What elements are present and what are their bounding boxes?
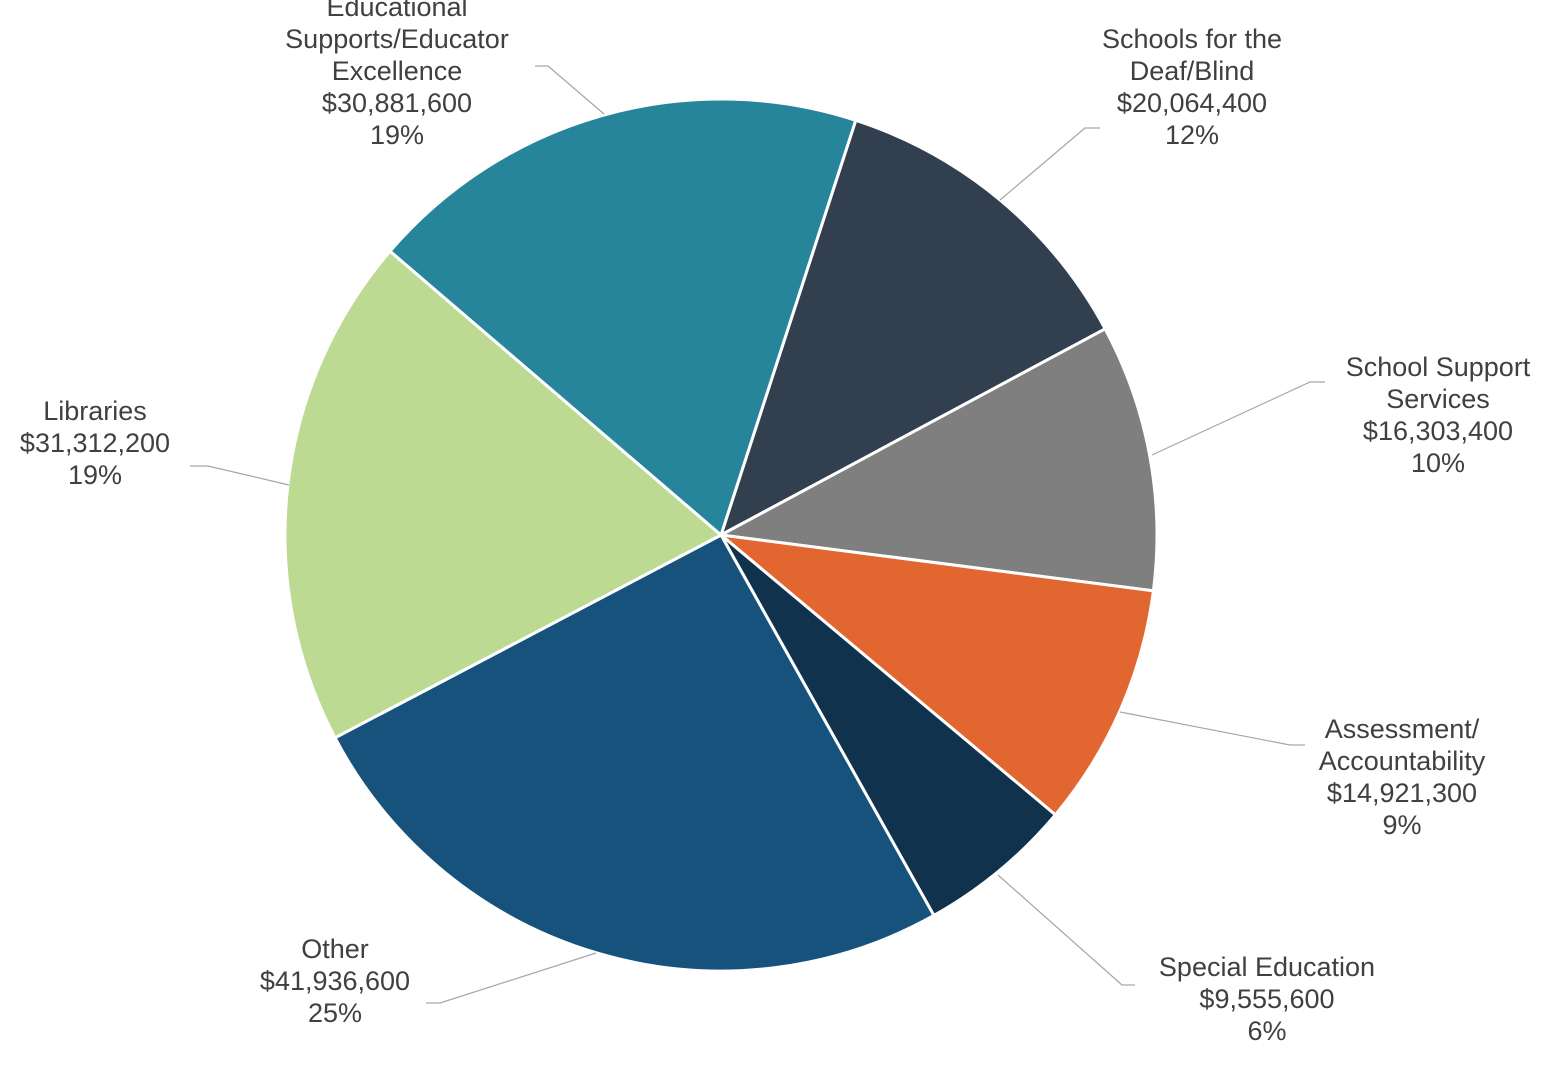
- slice-label-category: Special Education: [1159, 952, 1375, 982]
- pie-slices: [283, 97, 1159, 973]
- leader-line-school-support-services: [1151, 381, 1325, 456]
- pie-slice-libraries: [283, 249, 724, 740]
- slice-label-category: Deaf/Blind: [1130, 56, 1255, 86]
- leader-line-libraries: [190, 465, 290, 486]
- slice-label-percent: 9%: [1382, 810, 1421, 840]
- slice-label-category: Assessment/: [1325, 714, 1480, 744]
- slice-label-percent: 19%: [370, 120, 424, 150]
- slice-label-percent: 10%: [1411, 448, 1465, 478]
- slice-label-category: School Support: [1346, 352, 1531, 382]
- leader-line-special-education: [997, 874, 1135, 986]
- slice-label-schools-for-the-deaf-blind: Schools for the Deaf/Blind $20,064,400 12%: [1102, 24, 1282, 150]
- slice-label-school-support-services: School Support Services $16,303,400 10%: [1346, 352, 1531, 478]
- slice-label-value: $30,881,600: [322, 88, 472, 118]
- slice-label-category: Other: [301, 934, 369, 964]
- pie-slice-educational-supports-educator-excellence: [387, 97, 858, 538]
- pie-slice-assessment-accountability: [716, 532, 1156, 817]
- slice-label-category: Accountability: [1319, 746, 1486, 776]
- leader-line-assessment-accountability: [1119, 711, 1305, 746]
- pie-slice-schools-for-the-deaf-blind: [718, 118, 1108, 539]
- slice-label-category: Supports/Educator: [285, 24, 509, 54]
- slice-label-value: $41,936,600: [260, 966, 410, 996]
- slice-label-educational-supports-educator-excellence: Educational Supports/Educator Excellence $3…: [285, 0, 509, 150]
- pie-slice-other: [333, 532, 936, 973]
- slice-labels: Schools for the Deaf/Blind $20,064,400 12%S…: [20, 0, 1531, 1046]
- slice-label-category: Educational: [326, 0, 467, 22]
- slice-label-percent: 19%: [68, 460, 122, 490]
- pie-slice-school-support-services: [716, 326, 1159, 593]
- slice-label-other: Other $41,936,600 25%: [260, 934, 410, 1028]
- leader-line-schools-for-the-deaf-blind: [999, 127, 1100, 201]
- slice-label-special-education: Special Education $9,555,600 6%: [1159, 952, 1375, 1046]
- slice-label-value: $16,303,400: [1363, 416, 1513, 446]
- pie-slice-special-education: [719, 533, 1058, 918]
- slice-label-category: Excellence: [332, 56, 463, 86]
- slice-label-assessment-accountability: Assessment/Accountability $14,921,300 9%: [1319, 714, 1486, 840]
- slice-label-libraries: Libraries $31,312,200 19%: [20, 396, 170, 490]
- leader-lines: [190, 65, 1325, 1004]
- slice-label-percent: 12%: [1165, 120, 1219, 150]
- slice-label-category: Schools for the: [1102, 24, 1282, 54]
- slice-label-value: $9,555,600: [1199, 984, 1334, 1014]
- leader-line-educational-supports-educator-excellence: [535, 65, 605, 115]
- leader-line-other: [426, 952, 597, 1004]
- slice-label-value: $31,312,200: [20, 428, 170, 458]
- slice-label-value: $14,921,300: [1327, 778, 1477, 808]
- slice-label-category: Services: [1386, 384, 1490, 414]
- slice-label-category: Libraries: [43, 396, 147, 426]
- slice-label-percent: 25%: [308, 998, 362, 1028]
- slice-label-percent: 6%: [1247, 1016, 1286, 1046]
- slice-label-value: $20,064,400: [1117, 88, 1267, 118]
